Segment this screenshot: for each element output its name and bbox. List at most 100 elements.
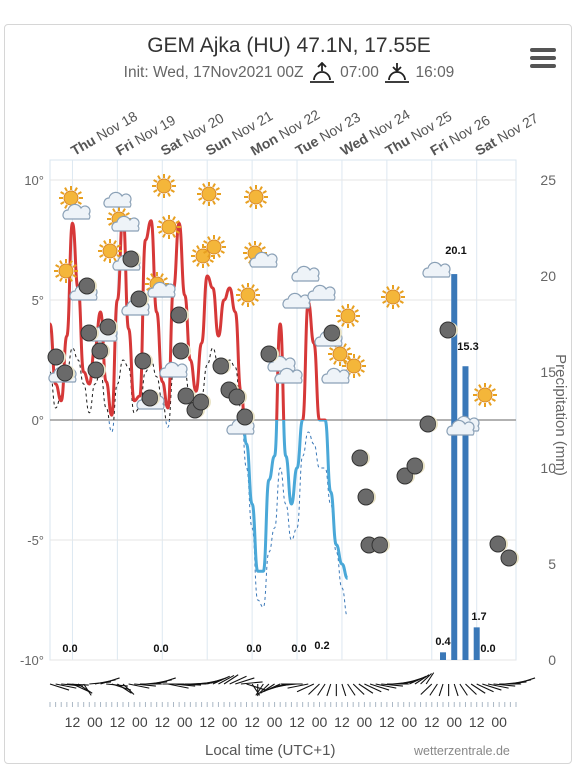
moon-icon	[212, 357, 231, 375]
credit-link[interactable]: wetterzentrale.de	[414, 744, 510, 758]
wind-barb	[83, 683, 92, 696]
wind-barb	[55, 683, 77, 689]
moon-icon	[439, 321, 458, 339]
chart-title: GEM Ajka (HU) 47.1N, 17.55E	[147, 34, 431, 57]
wind-barb	[326, 683, 332, 697]
y-tick-left: -5°	[27, 533, 44, 548]
wind-barb	[381, 683, 403, 687]
cloud-icon	[159, 361, 188, 378]
sunrise-time: 07:00	[340, 64, 379, 81]
y-tick-right: 10	[540, 460, 556, 476]
wind-barb	[438, 683, 444, 697]
wind-barb	[352, 683, 365, 695]
x-tick-label: 00	[491, 714, 507, 730]
wind-barb	[223, 674, 239, 685]
cloud-icon	[111, 215, 140, 232]
moon-icon	[47, 348, 66, 366]
moon-icon	[323, 324, 342, 342]
wind-barb	[173, 683, 196, 687]
hamburger-menu-icon[interactable]	[530, 48, 556, 68]
precip-bar	[451, 274, 458, 660]
moon-icon	[419, 415, 438, 433]
wind-barb	[167, 683, 189, 689]
precip-value-label: 0.0	[246, 643, 261, 655]
wind-barb	[476, 683, 494, 693]
moon-icon	[91, 342, 110, 360]
moon-icon	[122, 250, 141, 268]
moon-icon	[99, 318, 118, 336]
cloud-icon	[282, 292, 311, 309]
x-tick-label: 12	[334, 714, 350, 730]
cloud-icon	[274, 367, 303, 384]
cloud-icon	[307, 284, 336, 301]
moon-icon	[134, 352, 153, 370]
wind-barb	[61, 683, 83, 687]
precip-value-label: 1.7	[471, 611, 486, 623]
wind-barb	[117, 683, 132, 694]
wind-barb	[482, 683, 502, 691]
x-tick-label: 12	[379, 714, 395, 730]
wind-barb	[409, 675, 427, 685]
wind-barb	[470, 683, 486, 694]
precip-value-label: 0.0	[291, 643, 306, 655]
y-tick-left: 10°	[24, 173, 44, 188]
y-tick-right: 25	[540, 172, 556, 188]
wind-barb	[156, 677, 176, 685]
x-tick-label: 12	[469, 714, 485, 730]
x-tick-label: 12	[244, 714, 260, 730]
moon-icon	[87, 361, 106, 379]
wind-barb	[459, 683, 468, 696]
sun-icon	[202, 235, 226, 259]
y-tick-right: 20	[540, 268, 556, 284]
y-tick-right: 0	[548, 652, 556, 668]
x-tick-label: 00	[222, 714, 238, 730]
moon-icon	[78, 277, 97, 295]
precip-value-label: 0.0	[62, 643, 77, 655]
cloud-icon	[422, 261, 451, 278]
init-time: Init: Wed, 17Nov2021 00Z	[123, 64, 304, 81]
y-tick-right: 15	[540, 364, 556, 380]
wind-barb	[246, 683, 266, 691]
precip-value-label: 0.0	[153, 643, 168, 655]
wind-barb	[255, 683, 264, 696]
x-tick-label: 12	[289, 714, 305, 730]
y-tick-left: 0°	[32, 413, 44, 428]
x-tick-label: 00	[402, 714, 418, 730]
precip-value-label: 0.4	[435, 636, 451, 648]
sun-icon	[342, 354, 366, 378]
x-tick-label: 12	[424, 714, 440, 730]
wind-barb	[515, 677, 536, 685]
cloud-icon	[291, 265, 320, 282]
moon-icon	[170, 306, 189, 324]
wind-barb	[414, 674, 430, 685]
wind-barb	[66, 683, 89, 686]
sun-icon	[381, 285, 405, 309]
moon-icon	[141, 389, 160, 407]
precip-bar	[462, 366, 469, 660]
wind-barb	[296, 683, 315, 693]
moon-icon	[489, 535, 508, 553]
precip-value-label: 15.3	[457, 341, 478, 353]
x-tick-label: 00	[132, 714, 148, 730]
wind-barb	[420, 673, 432, 685]
wind-barb	[369, 683, 390, 691]
wind-barb	[487, 683, 509, 689]
wind-barb	[72, 683, 90, 693]
wind-barb	[218, 674, 235, 685]
wind-barb	[308, 683, 320, 695]
moon-icon	[236, 408, 255, 426]
sun-icon	[336, 304, 360, 328]
wind-barb	[229, 675, 247, 685]
y-tick-left: -10°	[20, 653, 44, 668]
sun-icon	[236, 283, 260, 307]
wind-barb	[49, 683, 70, 691]
wind-barb	[493, 683, 516, 687]
x-tick-label: 00	[177, 714, 193, 730]
sun-icon	[157, 215, 181, 239]
sunset-icon	[385, 63, 410, 83]
wind-barb	[128, 683, 150, 689]
sun-icon	[473, 383, 497, 407]
y-tick-right: 5	[548, 556, 556, 572]
cloud-icon	[147, 281, 176, 298]
temperature-line-below	[242, 420, 349, 580]
